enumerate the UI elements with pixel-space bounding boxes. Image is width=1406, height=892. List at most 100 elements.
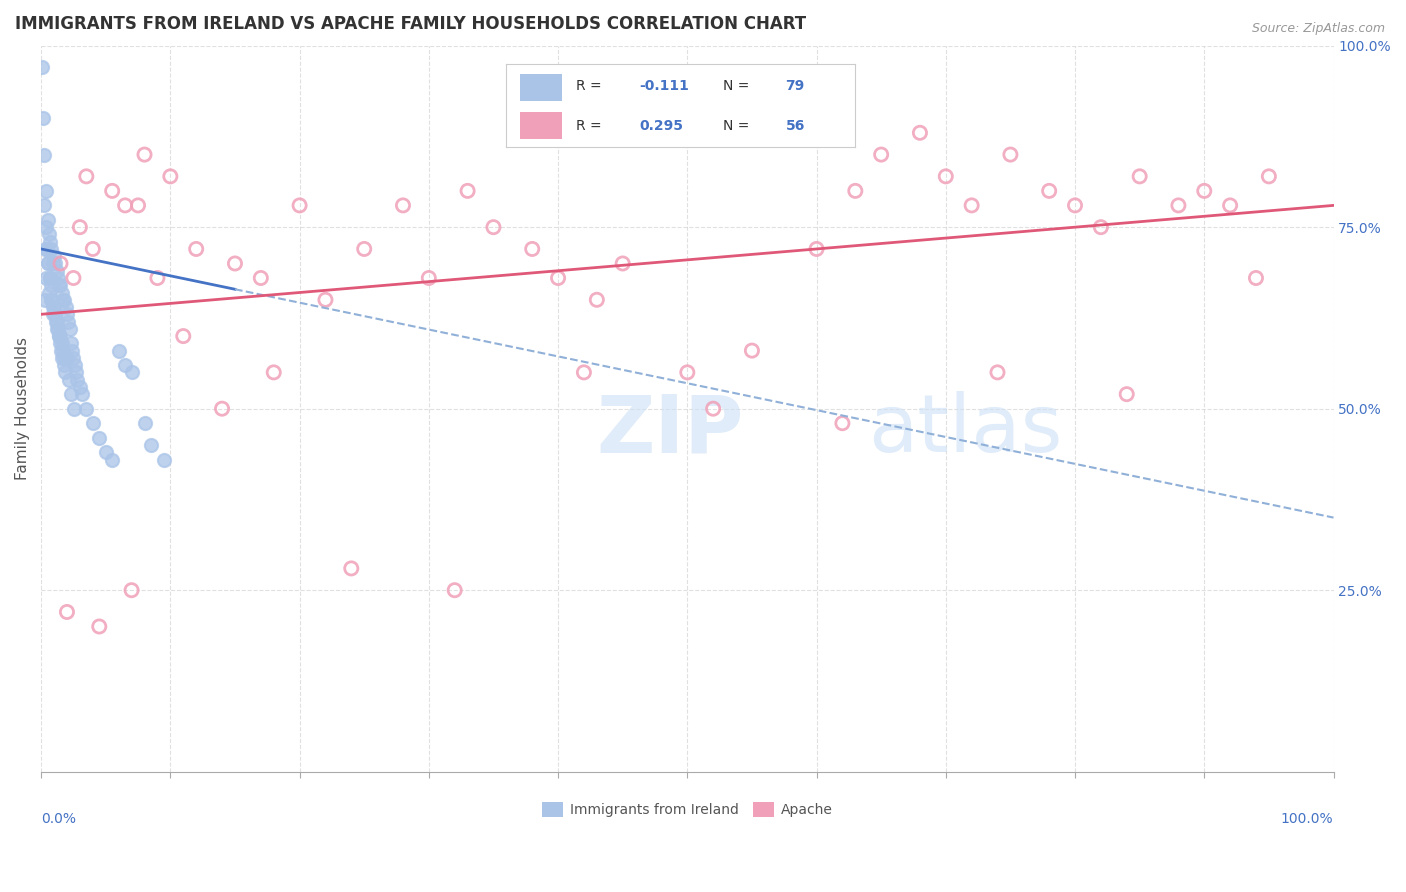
Point (89, 619, 111, 633)
Point (48, 329, 70, 343)
Point (1115, 387, 1137, 401)
Point (806, 242, 828, 256)
Point (49, 256, 72, 270)
Point (935, 169, 957, 184)
Point (38, 227, 60, 242)
Point (121, 583, 143, 598)
Point (38, 271, 60, 285)
Point (263, 365, 285, 379)
Point (51, 285, 73, 300)
Point (53, 365, 76, 379)
Point (62, 351, 84, 365)
Point (159, 169, 181, 184)
Point (51, 351, 73, 365)
Point (60, 343, 83, 358)
Point (65, 365, 87, 379)
Point (55, 300, 77, 314)
Point (1090, 220, 1112, 235)
Point (89, 431, 111, 445)
Point (56, 351, 79, 365)
Point (34, 198, 56, 212)
Point (44, 256, 66, 270)
Point (146, 271, 169, 285)
Point (49, 278, 72, 293)
Point (908, 126, 931, 140)
Point (42, 249, 65, 263)
Point (49, 329, 72, 343)
Point (44, 307, 66, 321)
Point (34, 220, 56, 235)
Point (42, 300, 65, 314)
Point (63, 358, 86, 372)
Point (63, 401, 86, 416)
Point (56, 605, 79, 619)
Point (288, 198, 311, 212)
Point (52, 293, 75, 307)
Text: IMMIGRANTS FROM IRELAND VS APACHE FAMILY HOUSEHOLDS CORRELATION CHART: IMMIGRANTS FROM IRELAND VS APACHE FAMILY… (15, 15, 807, 33)
Point (676, 365, 699, 379)
Point (702, 401, 724, 416)
Point (46, 322, 69, 336)
Point (94, 445, 117, 459)
Point (37, 213, 59, 227)
Y-axis label: Family Households: Family Households (15, 337, 30, 480)
Point (39, 235, 62, 249)
Point (114, 358, 136, 372)
Text: ZIP: ZIP (596, 392, 744, 469)
Point (960, 198, 983, 212)
Point (314, 293, 336, 307)
Point (1194, 184, 1216, 198)
Point (59, 336, 82, 351)
Point (844, 184, 866, 198)
Point (114, 198, 136, 212)
Point (44, 307, 66, 321)
Text: 0.0%: 0.0% (41, 812, 76, 826)
Point (547, 271, 569, 285)
Point (45, 314, 67, 328)
Point (443, 583, 465, 598)
Point (58, 322, 80, 336)
Point (1129, 169, 1152, 184)
Point (1000, 147, 1022, 161)
Legend: Immigrants from Ireland, Apache: Immigrants from Ireland, Apache (537, 797, 838, 822)
Point (82, 416, 104, 430)
Point (353, 242, 375, 256)
Point (69, 220, 91, 235)
Point (612, 256, 634, 270)
Point (1257, 169, 1279, 184)
Point (134, 416, 156, 430)
Point (340, 561, 363, 575)
Point (45, 264, 67, 278)
Text: Source: ZipAtlas.com: Source: ZipAtlas.com (1251, 22, 1385, 36)
Point (37, 256, 59, 270)
Text: 100.0%: 100.0% (1281, 812, 1333, 826)
Point (42, 256, 65, 270)
Point (35, 242, 58, 256)
Point (75, 169, 97, 184)
Point (82, 242, 104, 256)
Point (49, 343, 72, 358)
Point (585, 293, 607, 307)
Point (35, 271, 58, 285)
Point (72, 387, 94, 401)
Point (418, 271, 440, 285)
Text: atlas: atlas (869, 392, 1063, 469)
Point (42, 307, 65, 321)
Point (153, 452, 176, 467)
Point (1064, 198, 1087, 212)
Point (46, 322, 69, 336)
Point (250, 271, 273, 285)
Point (1219, 198, 1241, 212)
Point (53, 351, 76, 365)
Point (46, 271, 69, 285)
Point (58, 373, 80, 387)
Point (186, 242, 208, 256)
Point (41, 242, 63, 256)
Point (58, 314, 80, 328)
Point (49, 336, 72, 351)
Point (48, 278, 70, 293)
Point (41, 293, 63, 307)
Point (41, 293, 63, 307)
Point (986, 365, 1008, 379)
Point (52, 358, 75, 372)
